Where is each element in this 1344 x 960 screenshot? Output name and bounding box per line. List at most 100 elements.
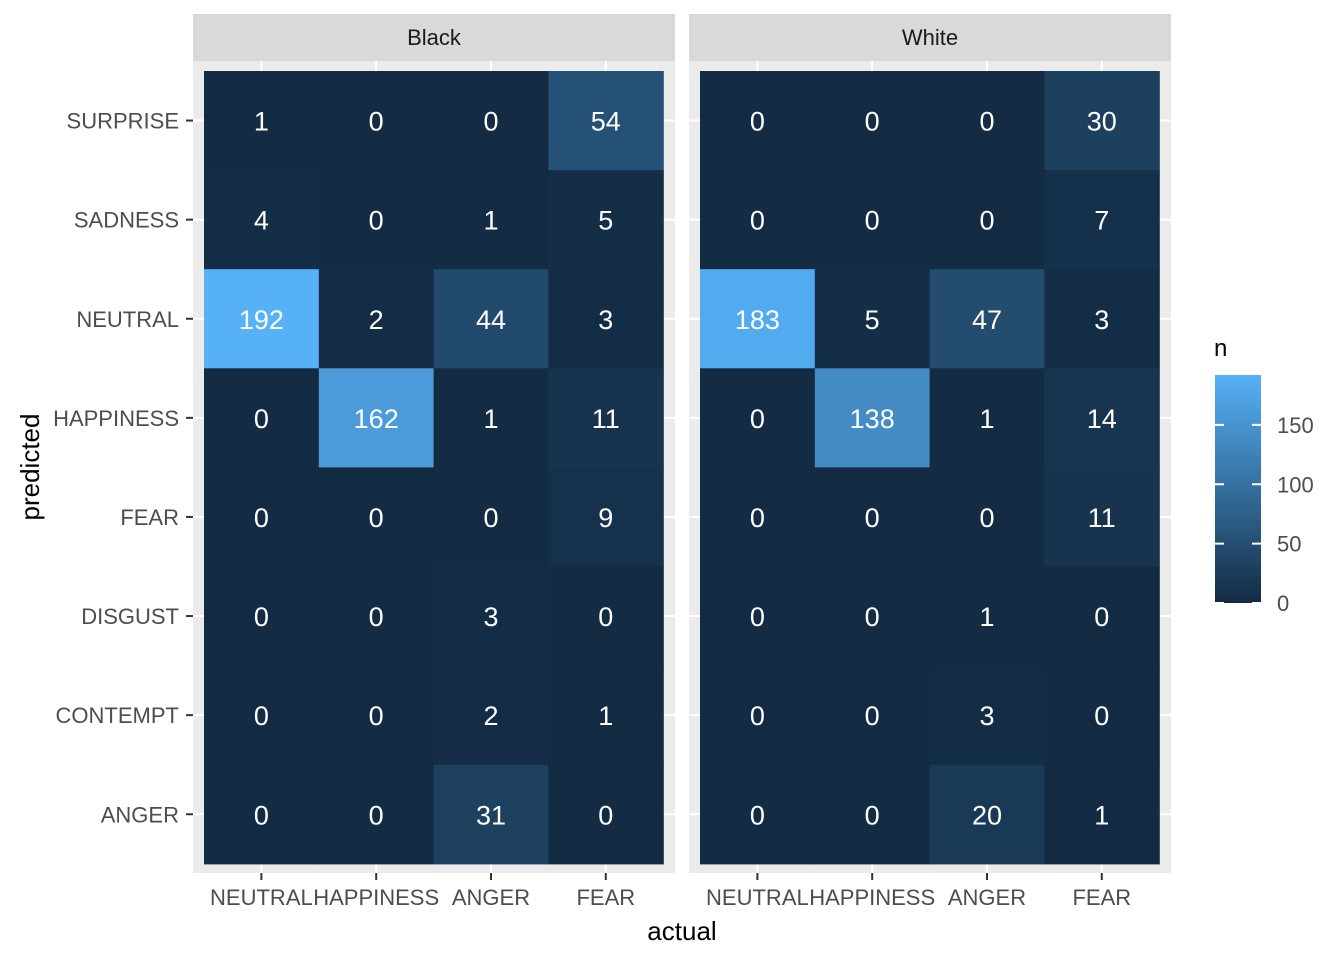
heatmap-tile (700, 71, 816, 171)
heatmap-tile (318, 269, 435, 369)
x-tick-label: ANGER (452, 885, 530, 910)
heatmap-tile (814, 467, 931, 568)
x-axis-title: actual (647, 916, 716, 946)
heatmap-tile (548, 71, 664, 171)
heatmap-tile (548, 170, 664, 270)
data-label: 3 (598, 305, 613, 335)
data-label: 54 (591, 107, 621, 137)
heatmap-tile (700, 566, 816, 667)
heatmap-tile (318, 467, 435, 568)
data-label: 0 (369, 503, 384, 533)
data-label: 0 (750, 503, 765, 533)
heatmap-tile (204, 566, 320, 667)
heatmap-tile (318, 566, 435, 667)
data-label: 0 (865, 206, 880, 236)
data-label: 31 (476, 800, 506, 830)
data-label: 47 (972, 305, 1002, 335)
data-label: 2 (369, 305, 384, 335)
axes: NEUTRAL HAPPINESS ANGER FEAR NEUTRAL HAPPINES… (53, 109, 1131, 910)
heatmap-tile (814, 368, 931, 468)
heatmap-tile (700, 764, 816, 865)
y-axis-title: predicted (15, 414, 45, 521)
heatmap-tile (1044, 764, 1160, 865)
x-tick-label: FEAR (576, 885, 635, 910)
heatmap-tile (548, 269, 664, 369)
data-label: 0 (979, 107, 994, 137)
data-label: 162 (354, 404, 399, 434)
legend-tick-label: 0 (1277, 591, 1289, 616)
data-label: 0 (1094, 701, 1109, 731)
heatmap-tile (548, 764, 664, 865)
heatmap-tile (433, 71, 549, 171)
heatmap-tile (814, 665, 931, 766)
data-label: 0 (483, 503, 498, 533)
legend-tick-label: 100 (1277, 472, 1314, 497)
heatmap-tile (318, 764, 435, 865)
data-label: 0 (865, 602, 880, 632)
heatmap-tile (700, 467, 816, 568)
heatmap-tile (204, 764, 320, 865)
heatmap-tile (433, 269, 549, 369)
heatmap-tile (814, 566, 931, 667)
heatmap-tile (929, 71, 1045, 171)
data-label: 0 (865, 107, 880, 137)
data-label: 1 (979, 404, 994, 434)
facet-strip-label: Black (407, 25, 462, 50)
legend-tick-label: 150 (1277, 413, 1314, 438)
heatmap-tile (1044, 170, 1160, 270)
heatmap-tile (1044, 71, 1160, 171)
data-label: 0 (254, 503, 269, 533)
data-label: 14 (1087, 404, 1117, 434)
heatmap-tile (204, 467, 320, 568)
data-label: 5 (865, 305, 880, 335)
x-tick-label: ANGER (948, 885, 1026, 910)
data-label: 0 (598, 602, 613, 632)
data-label: 1 (979, 602, 994, 632)
data-label: 44 (476, 305, 506, 335)
data-label: 3 (1094, 305, 1109, 335)
heatmap-tile (204, 368, 320, 468)
data-label: 5 (598, 206, 613, 236)
data-label: 1 (483, 404, 498, 434)
data-label: 0 (369, 701, 384, 731)
data-label: 0 (750, 206, 765, 236)
heatmap-tile (814, 764, 931, 865)
heatmap-tile (433, 467, 549, 568)
heatmap-tile (700, 368, 816, 468)
y-tick-label: FEAR (120, 505, 179, 530)
heatmap-tile (814, 269, 931, 369)
heatmap-tile (318, 665, 435, 766)
heatmap-tile (318, 170, 435, 270)
heatmap-tile (204, 269, 320, 369)
heatmap-tile (929, 170, 1045, 270)
y-tick-label: ANGER (101, 802, 179, 827)
legend-title: n (1214, 335, 1227, 362)
data-label: 0 (369, 602, 384, 632)
heatmap-tile (318, 71, 435, 171)
data-label: 4 (254, 206, 269, 236)
data-label: 1 (254, 107, 269, 137)
heatmap-tile (433, 665, 549, 766)
heatmap-tile (929, 269, 1045, 369)
data-label: 0 (750, 404, 765, 434)
heatmap-tile (548, 467, 664, 568)
x-tick-label: FEAR (1072, 885, 1131, 910)
data-label: 1 (483, 206, 498, 236)
heatmap-tile (929, 467, 1045, 568)
data-label: 3 (979, 701, 994, 731)
heatmap-tile (318, 368, 435, 468)
heatmap-tile (929, 764, 1045, 865)
data-label: 2 (483, 701, 498, 731)
data-label: 0 (979, 206, 994, 236)
data-label: 0 (598, 800, 613, 830)
heatmap-tile (700, 269, 816, 369)
heatmap-tile (929, 368, 1045, 468)
data-label: 3 (483, 602, 498, 632)
data-label: 20 (972, 800, 1002, 830)
y-tick-label: CONTEMPT (56, 703, 179, 728)
data-label: 30 (1087, 107, 1117, 137)
